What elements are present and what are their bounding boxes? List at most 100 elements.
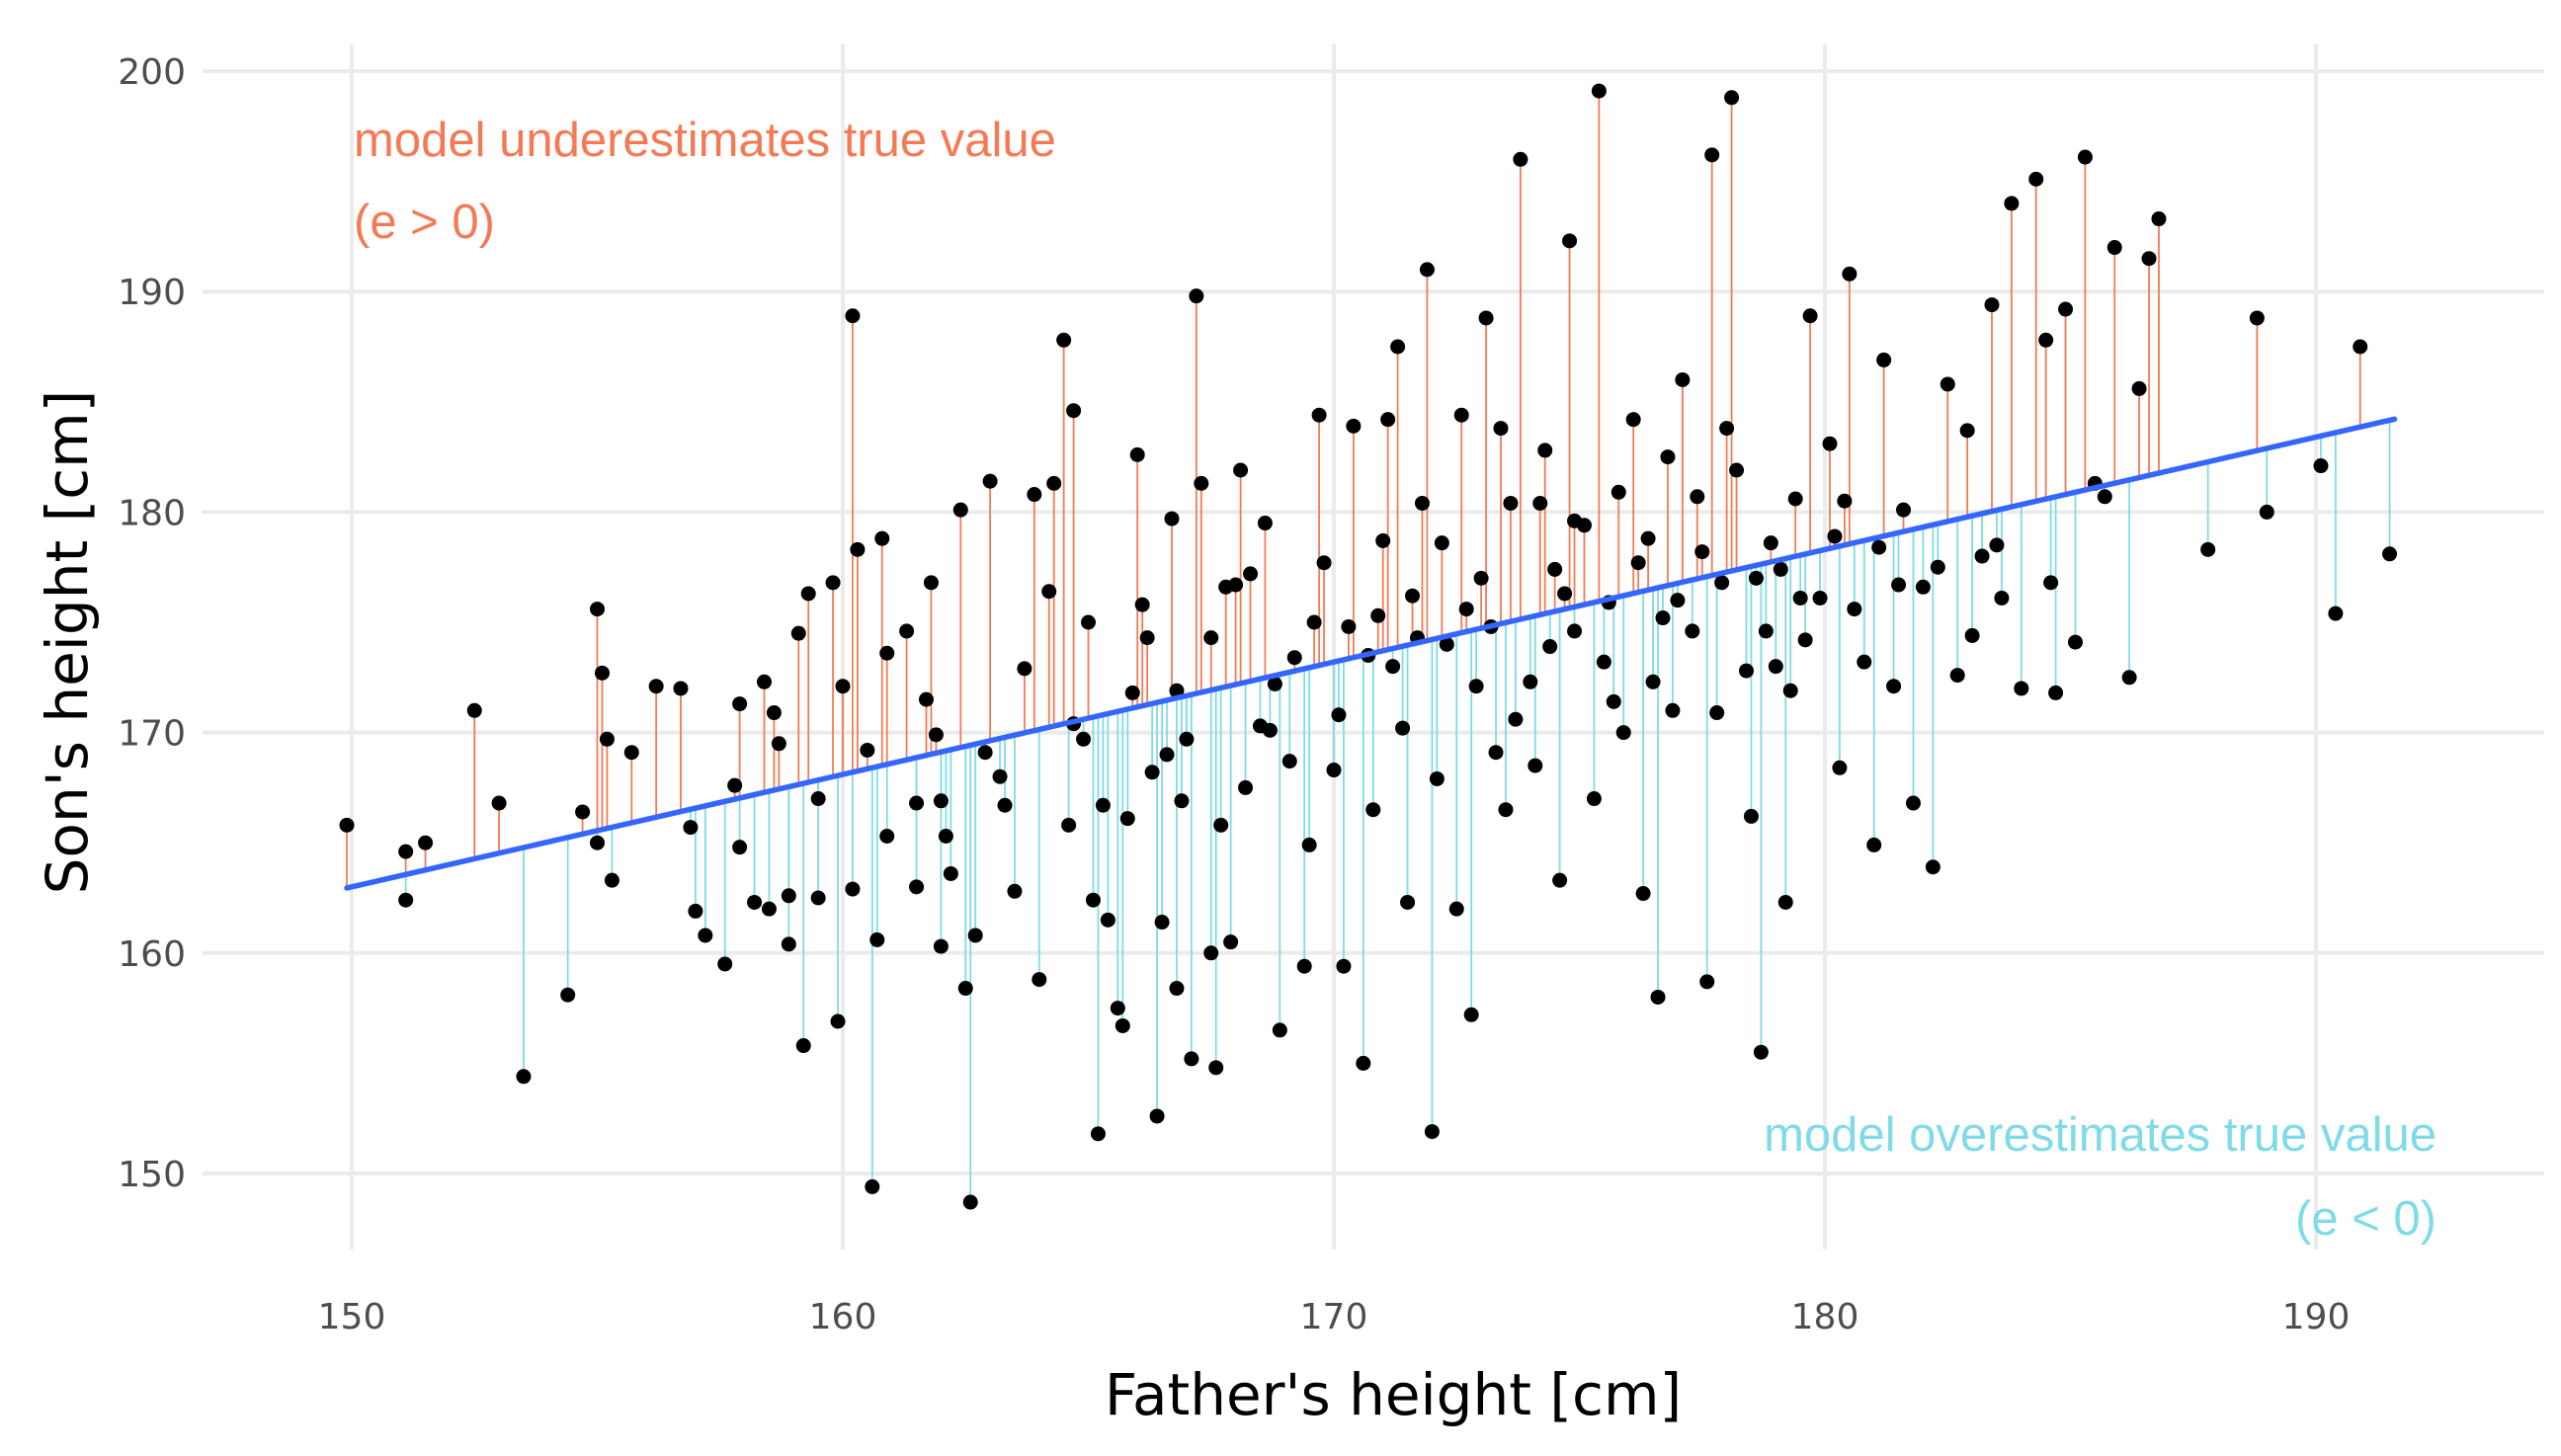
- data-point: [2004, 196, 2020, 211]
- data-point: [2313, 458, 2329, 474]
- data-point: [1959, 423, 1975, 439]
- data-point: [1606, 693, 1621, 709]
- data-point: [1124, 685, 1140, 700]
- data-point: [1380, 412, 1396, 428]
- data-point: [1625, 412, 1641, 428]
- data-point: [997, 797, 1013, 813]
- data-point: [1650, 989, 1666, 1005]
- data-point: [1032, 972, 1047, 988]
- data-point: [2141, 251, 2157, 267]
- data-point: [1832, 760, 1848, 775]
- data-point: [1542, 639, 1558, 655]
- data-point: [967, 928, 983, 943]
- data-point: [1194, 475, 1209, 491]
- data-point: [1842, 266, 1858, 282]
- data-point: [1184, 1051, 1199, 1067]
- data-point: [1331, 707, 1347, 723]
- data-point: [1729, 462, 1745, 478]
- data-point: [2097, 489, 2112, 505]
- data-point: [1110, 1001, 1125, 1016]
- data-point: [1056, 332, 1072, 348]
- data-point: [1203, 945, 1219, 961]
- data-point: [594, 665, 610, 681]
- data-point: [1562, 233, 1578, 249]
- data-point: [1777, 894, 1793, 910]
- data-point: [1296, 958, 1312, 974]
- data-point: [1341, 618, 1357, 634]
- data-point: [1758, 623, 1774, 639]
- data-point: [717, 956, 733, 972]
- data-point: [2328, 606, 2344, 621]
- data-point: [1753, 1044, 1769, 1060]
- data-point: [1994, 590, 2010, 606]
- data-point: [1685, 623, 1700, 639]
- data-point: [756, 674, 772, 689]
- data-point: [1228, 577, 1244, 593]
- data-point: [398, 844, 414, 859]
- data-point: [2107, 240, 2122, 256]
- data-point: [1675, 371, 1691, 387]
- data-point: [1159, 747, 1175, 763]
- data-point: [1596, 654, 1611, 670]
- y-tick-label: 170: [118, 714, 186, 755]
- data-point: [1782, 683, 1798, 698]
- data-point: [1630, 555, 1646, 571]
- data-point: [1400, 894, 1416, 910]
- data-point: [2043, 575, 2059, 591]
- data-point: [466, 702, 482, 718]
- x-tick-label: 170: [1300, 1297, 1368, 1337]
- data-point: [1586, 791, 1602, 807]
- data-point: [1027, 487, 1042, 503]
- data-point: [1989, 537, 2005, 553]
- y-tick-label: 200: [118, 52, 186, 93]
- x-tick-label: 150: [318, 1297, 386, 1337]
- data-point: [339, 817, 355, 833]
- data-point: [1660, 449, 1676, 465]
- data-point: [2038, 332, 2054, 348]
- data-point: [648, 679, 664, 694]
- data-point: [1272, 1022, 1287, 1038]
- data-point: [1257, 516, 1273, 531]
- data-point: [2121, 670, 2137, 686]
- data-point: [1532, 495, 1548, 511]
- data-point: [2259, 504, 2274, 520]
- data-point: [933, 793, 949, 809]
- data-point: [2058, 301, 2074, 317]
- data-point: [2131, 380, 2147, 396]
- data-point: [1061, 817, 1077, 833]
- data-point: [781, 888, 796, 904]
- data-point: [1448, 901, 1464, 917]
- data-point: [1905, 795, 1921, 811]
- data-point: [1179, 731, 1195, 747]
- data-point: [869, 931, 885, 947]
- data-point: [1503, 495, 1519, 511]
- data-point: [1356, 1055, 1371, 1071]
- data-point: [1139, 630, 1155, 646]
- data-point: [977, 745, 993, 761]
- data-point: [1748, 570, 1764, 586]
- data-point: [2028, 171, 2044, 187]
- data-point: [1134, 597, 1150, 612]
- data-point: [992, 768, 1008, 784]
- data-point: [398, 892, 414, 908]
- data-point: [1704, 147, 1720, 163]
- data-point: [1066, 403, 1082, 419]
- data-point: [825, 575, 841, 591]
- data-point: [1390, 339, 1406, 355]
- data-point: [1453, 407, 1469, 423]
- data-point: [2353, 339, 2368, 355]
- data-point: [1189, 288, 1204, 304]
- data-point: [1714, 575, 1730, 591]
- data-point: [923, 575, 939, 591]
- data-point: [845, 308, 861, 324]
- x-tick-label: 180: [1791, 1297, 1859, 1337]
- data-point: [1007, 883, 1023, 899]
- data-point: [879, 645, 895, 661]
- data-point: [2077, 149, 2093, 165]
- annotation-over-1: model overestimates true value: [1764, 1108, 2437, 1162]
- data-point: [1041, 584, 1057, 600]
- data-point: [918, 691, 934, 707]
- data-point: [688, 903, 703, 919]
- data-point: [732, 840, 748, 855]
